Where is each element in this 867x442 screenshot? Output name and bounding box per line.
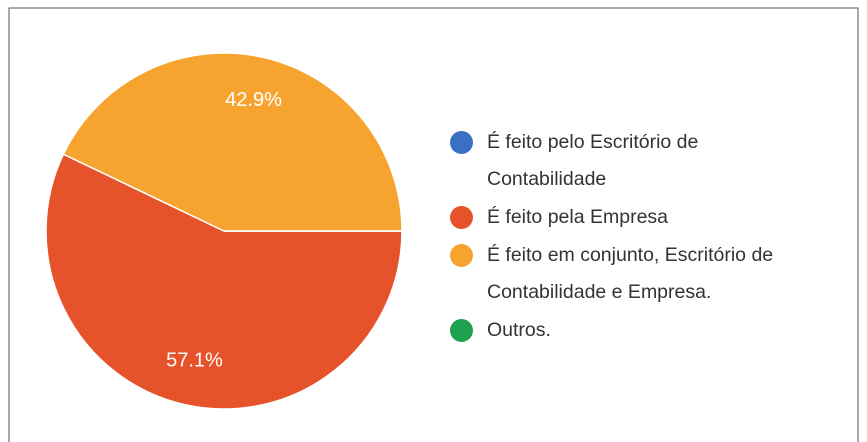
- legend-item: É feito em conjunto, Escritório de Conta…: [450, 237, 850, 311]
- legend-label: É feito pelo Escritório de Contabilidade: [487, 131, 699, 190]
- legend-swatch: [450, 319, 473, 342]
- pie-slice: [45, 153, 403, 410]
- legend: É feito pelo Escritório de Contabilidade…: [450, 124, 850, 350]
- slice-label: 57.1%: [166, 349, 223, 371]
- legend-label: É feito pela Empresa: [487, 206, 669, 228]
- frame: [8, 7, 859, 442]
- legend-item: É feito pela Empresa: [450, 199, 850, 236]
- legend-swatch: [450, 244, 473, 267]
- legend-label: Outros.: [487, 319, 551, 341]
- pie-slice: [62, 52, 403, 232]
- legend-item: É feito pelo Escritório de Contabilidade: [450, 124, 850, 198]
- legend-swatch: [450, 206, 473, 229]
- legend-swatch: [450, 131, 473, 154]
- slice-label: 42.9%: [225, 89, 282, 111]
- legend-item: Outros.: [450, 312, 850, 349]
- legend-label: É feito em conjunto, Escritório de Conta…: [487, 244, 774, 303]
